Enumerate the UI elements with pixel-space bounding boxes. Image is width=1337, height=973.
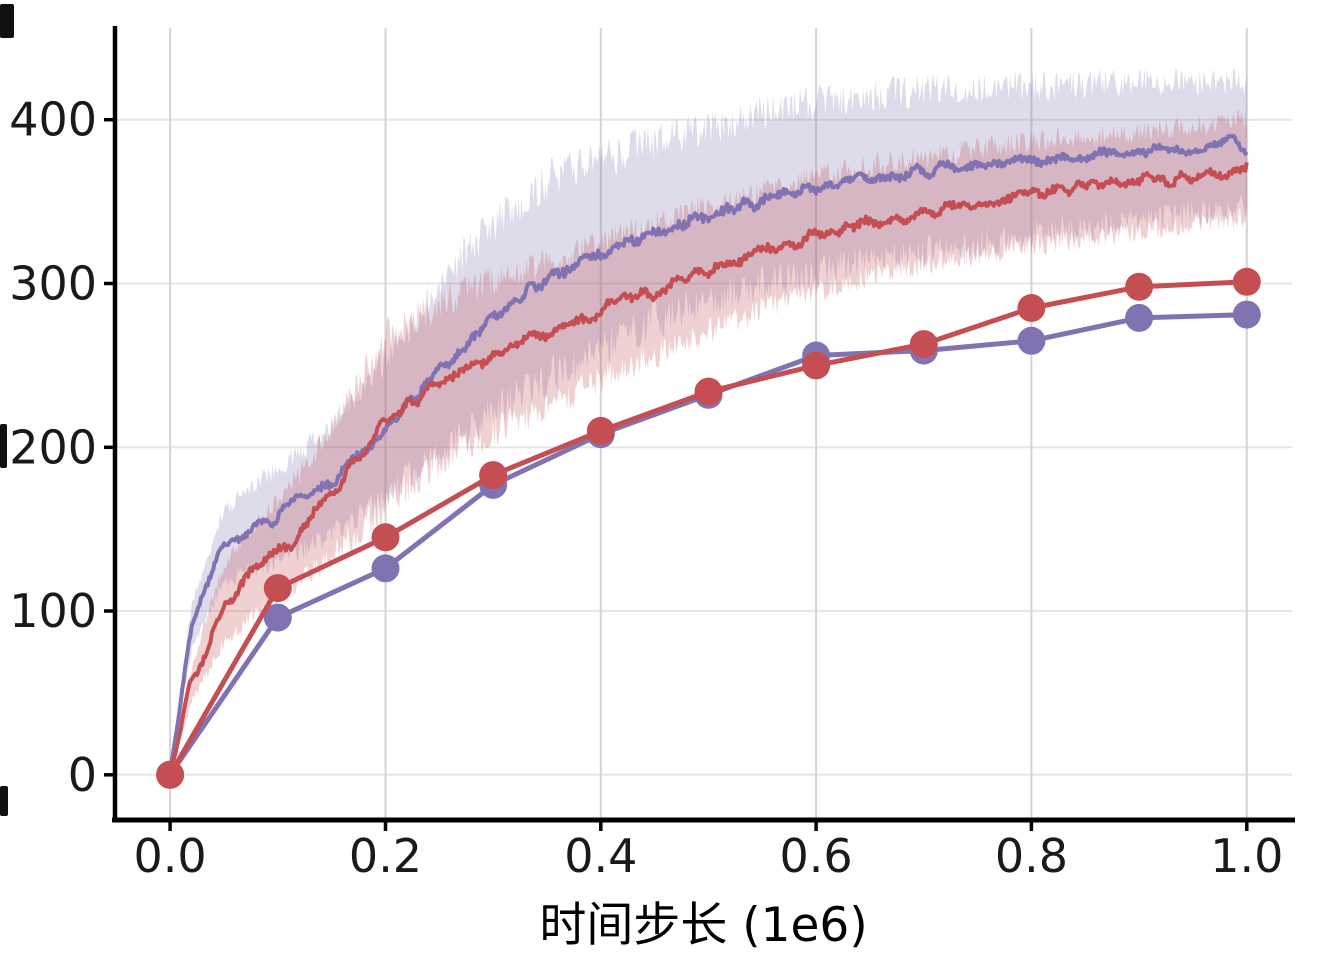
red-marker-curve-point-5: [694, 377, 723, 406]
red-marker-curve-point-8: [1017, 294, 1046, 322]
purple-marker-curve-point-2: [371, 554, 400, 583]
red-marker-curve-point-9: [1125, 272, 1154, 301]
x-tick-label-0: 0.0: [134, 829, 207, 883]
cropped-left-glyph-3: [0, 786, 8, 816]
grid: [115, 28, 1292, 820]
x-tick-label-1: 0.2: [349, 829, 422, 883]
y-tick-label-2: 200: [9, 420, 97, 474]
red-marker-curve-point-7: [909, 330, 938, 359]
x-tick-label-2: 0.4: [564, 829, 637, 883]
red-marker-curve-point-4: [586, 416, 615, 445]
purple-marker-curve-point-9: [1125, 303, 1154, 332]
red-marker-curve: [156, 267, 1261, 789]
purple-marker-curve-point-10: [1232, 300, 1261, 329]
y-tick-label-0: 0: [68, 748, 97, 802]
red-marker-curve-point-6: [802, 351, 831, 380]
x-tick-label-4: 0.8: [995, 829, 1068, 883]
y-tick-label-1: 100: [9, 584, 97, 638]
y-tick-label-4: 400: [9, 93, 97, 147]
red-marker-curve-point-10: [1232, 267, 1261, 296]
red-shaded-curve-mean-line: [168, 161, 1249, 773]
band-layer: [170, 67, 1247, 772]
noisy-line-layer: [168, 133, 1249, 773]
red-marker-curve-point-0: [156, 760, 185, 789]
red-shaded-curve-band: [170, 110, 1247, 772]
x-axis-title: 时间步长 (1e6): [539, 898, 868, 953]
red-marker-curve-point-1: [263, 574, 292, 603]
axes: 0.0 0.2 0.4 0.6 0.8 1.0 0 100 200 300 400: [9, 26, 1295, 883]
x-tick-label-3: 0.6: [780, 829, 853, 883]
y-tick-label-3: 300: [9, 257, 97, 311]
x-tick-label-5: 1.0: [1210, 829, 1283, 883]
purple-marker-curve-point-1: [263, 603, 292, 632]
marker-layer: [156, 267, 1261, 789]
red-marker-curve-point-2: [371, 523, 400, 552]
cropped-left-glyph-1: [0, 4, 14, 38]
red-marker-curve-point-3: [479, 461, 508, 490]
cropped-left-glyph-2: [0, 424, 7, 468]
purple-marker-curve-point-8: [1017, 326, 1046, 355]
